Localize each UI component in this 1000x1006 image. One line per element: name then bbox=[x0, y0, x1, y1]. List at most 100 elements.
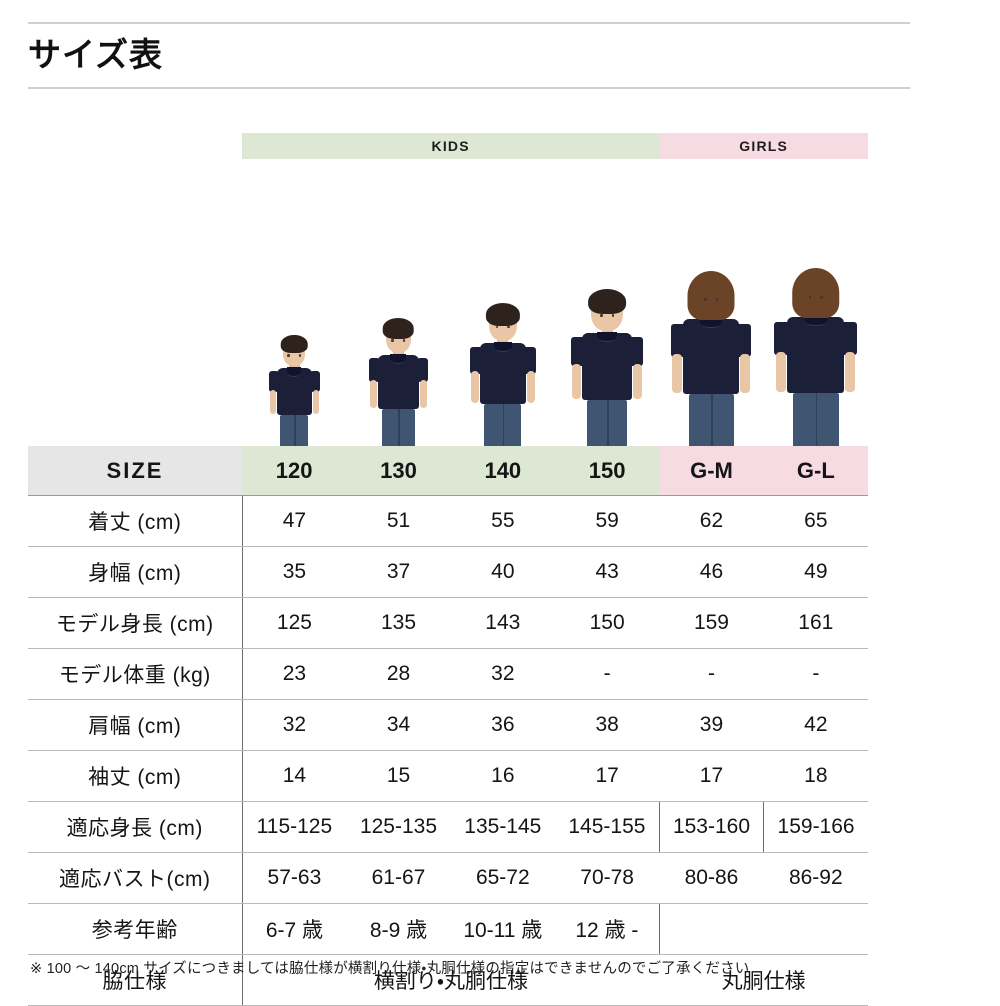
model-figure-150 bbox=[555, 200, 659, 450]
cell-value: 39 bbox=[659, 699, 764, 751]
cell-value: 32 bbox=[242, 699, 347, 751]
cell-value: 丸胴仕様 bbox=[659, 954, 868, 1006]
shirt-collar bbox=[493, 342, 512, 352]
shirt-sleeve-l bbox=[268, 371, 279, 392]
cell-value: 37 bbox=[346, 546, 451, 598]
size-table: SIZE 120 130 140 150 G-M G-L 着丈 (cm) 47 51 55 59 62… bbox=[28, 446, 868, 1006]
model-figure-120 bbox=[242, 200, 346, 450]
cell-value: 145-155 bbox=[554, 801, 660, 853]
shirt-sleeve-r bbox=[629, 337, 644, 366]
cell-value bbox=[658, 903, 868, 955]
eye-left bbox=[495, 325, 499, 329]
table-row: 身幅 (cm) 35 37 40 43 46 49 bbox=[28, 546, 868, 598]
eye-right bbox=[507, 325, 510, 329]
cell-value: 23 bbox=[242, 648, 347, 700]
cell-value: - bbox=[763, 648, 868, 700]
cell-value: 135-145 bbox=[450, 801, 555, 853]
hair-shape bbox=[280, 335, 308, 354]
shirt-sleeve-r bbox=[309, 371, 320, 392]
header-cell-120: 120 bbox=[242, 446, 347, 496]
jeans bbox=[381, 409, 415, 450]
cell-value: 17 bbox=[659, 750, 764, 802]
jeans bbox=[484, 404, 522, 450]
shirt-sleeve-l bbox=[671, 324, 688, 357]
shirt-collar bbox=[287, 367, 302, 377]
jeans bbox=[792, 393, 839, 450]
hair-shape bbox=[687, 270, 735, 321]
arm-l bbox=[470, 371, 479, 403]
shirt-collar bbox=[597, 332, 618, 342]
header-cell-g-m: G-M bbox=[659, 446, 764, 496]
shirt-sleeve-l bbox=[368, 358, 380, 382]
table-row: 脇仕様 横割り・丸胴仕様 丸胴仕様 bbox=[28, 954, 868, 1006]
model-neck bbox=[601, 328, 613, 335]
tshirt-navy bbox=[774, 316, 858, 393]
cell-value: 16 bbox=[450, 750, 555, 802]
cell-value: 125-135 bbox=[346, 801, 451, 853]
row-label: 適応身長 (cm) bbox=[28, 801, 243, 853]
arm-r bbox=[633, 364, 643, 399]
tshirt-navy bbox=[469, 342, 536, 404]
eye-right bbox=[820, 296, 823, 299]
shirt-sleeve-l bbox=[774, 322, 791, 355]
cell-value: 61-67 bbox=[346, 852, 451, 904]
row-label: 身幅 (cm) bbox=[28, 546, 243, 598]
eye-right bbox=[715, 298, 719, 301]
table-head: SIZE 120 130 140 150 G-M G-L bbox=[28, 446, 868, 496]
table-row: 参考年齢 6-7 歳 8-9 歳 10-11 歳 12 歳 - bbox=[28, 903, 868, 955]
cell-value: 86-92 bbox=[763, 852, 868, 904]
page-title: サイズ表 bbox=[28, 36, 164, 73]
eye-left bbox=[704, 298, 707, 301]
model-head bbox=[687, 270, 735, 321]
arm-r bbox=[526, 371, 535, 403]
category-bar-girls: GIRLS bbox=[659, 133, 868, 159]
shirt-sleeve-l bbox=[571, 337, 586, 366]
header-cell-150: 150 bbox=[554, 446, 660, 496]
row-label: 着丈 (cm) bbox=[28, 495, 243, 547]
cell-value: 51 bbox=[346, 495, 451, 547]
eye-right bbox=[611, 314, 615, 317]
model-figure-130 bbox=[346, 200, 450, 450]
cell-value: 36 bbox=[450, 699, 555, 751]
arm-r bbox=[312, 390, 319, 414]
arm-r bbox=[419, 380, 427, 408]
tshirt-navy bbox=[268, 367, 320, 415]
model-head bbox=[588, 289, 627, 331]
row-label: モデル体重 (kg) bbox=[28, 648, 243, 700]
title-rule-bottom bbox=[28, 87, 910, 89]
table-row: 適応バスト(cm) 57-63 61-67 65-72 70-78 80-86 86-92 bbox=[28, 852, 868, 904]
header-cell-140: 140 bbox=[450, 446, 555, 496]
cell-value: - bbox=[554, 648, 660, 700]
jeans bbox=[280, 415, 309, 450]
table-row: モデル体重 (kg) 23 28 32- - - bbox=[28, 648, 868, 700]
row-label: 脇仕様 bbox=[28, 954, 243, 1006]
header-cell-130: 130 bbox=[346, 446, 451, 496]
cell-value: 38 bbox=[554, 699, 660, 751]
table-row: モデル身長 (cm) 125 135 143 150 159 161 bbox=[28, 597, 868, 649]
cell-value: 55 bbox=[450, 495, 555, 547]
cell-value: 42 bbox=[763, 699, 868, 751]
arm-r bbox=[740, 354, 751, 393]
cell-value: 34 bbox=[346, 699, 451, 751]
table-body: 着丈 (cm) 47 51 55 59 62 65 身幅 (cm) 35 37 40 43 46 49 モデ… bbox=[28, 495, 868, 1006]
model-head bbox=[792, 268, 840, 319]
eye-left bbox=[600, 314, 603, 317]
cell-value: 125 bbox=[242, 597, 347, 649]
model-figure-g-m bbox=[659, 200, 763, 450]
shirt-collar bbox=[804, 316, 828, 326]
cell-value: 10-11 歳 bbox=[450, 903, 555, 955]
cell-value: 65 bbox=[763, 495, 868, 547]
cell-value: 62 bbox=[659, 495, 764, 547]
cell-value: 14 bbox=[242, 750, 347, 802]
table-row: 袖丈 (cm) 14 15 16 17 17 18 bbox=[28, 750, 868, 802]
table-header-row: SIZE 120 130 140 150 G-M G-L bbox=[28, 446, 868, 496]
cell-value: 17 bbox=[554, 750, 660, 802]
hair-shape bbox=[792, 268, 840, 319]
title-block: サイズ表 bbox=[28, 22, 910, 89]
row-label: モデル身長 (cm) bbox=[28, 597, 243, 649]
cell-value: 8-9 歳 bbox=[346, 903, 451, 955]
hair-shape bbox=[383, 318, 414, 339]
cell-value: - bbox=[659, 648, 764, 700]
category-bar-kids: KIDS bbox=[242, 133, 660, 159]
arm-l bbox=[572, 364, 582, 399]
